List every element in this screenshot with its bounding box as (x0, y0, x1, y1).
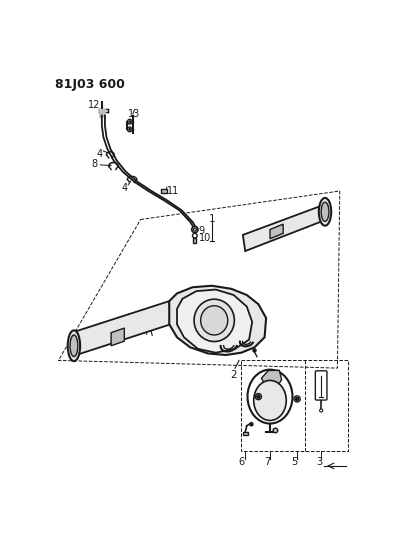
Text: 8: 8 (92, 159, 98, 169)
Ellipse shape (248, 370, 292, 424)
Polygon shape (270, 224, 283, 239)
Circle shape (193, 228, 196, 231)
Text: 2: 2 (230, 370, 237, 381)
Circle shape (294, 396, 300, 402)
Circle shape (250, 423, 253, 426)
Polygon shape (169, 286, 266, 355)
Polygon shape (261, 370, 282, 386)
Text: 13: 13 (128, 109, 141, 119)
Polygon shape (243, 204, 327, 251)
Circle shape (273, 428, 278, 433)
FancyBboxPatch shape (315, 371, 327, 400)
Text: 9: 9 (199, 227, 205, 237)
Text: 3: 3 (316, 457, 323, 467)
Bar (99, 112, 104, 116)
Circle shape (257, 395, 260, 398)
Text: 1: 1 (209, 214, 215, 224)
Ellipse shape (319, 198, 331, 225)
Text: 7: 7 (264, 457, 271, 467)
Text: 10: 10 (199, 232, 211, 243)
Polygon shape (74, 301, 171, 355)
Ellipse shape (68, 330, 80, 361)
Circle shape (127, 119, 132, 124)
Circle shape (129, 128, 130, 130)
Text: 12: 12 (88, 100, 100, 110)
Ellipse shape (194, 299, 234, 342)
Circle shape (193, 233, 197, 238)
Text: 6: 6 (238, 457, 244, 467)
Text: 5: 5 (292, 457, 298, 467)
Circle shape (253, 349, 256, 352)
Bar (99, 109, 105, 112)
Circle shape (192, 227, 198, 232)
Bar (243, 432, 248, 435)
Circle shape (255, 393, 261, 400)
Ellipse shape (321, 202, 329, 221)
Text: 11: 11 (167, 185, 179, 196)
Ellipse shape (70, 335, 78, 357)
Circle shape (320, 409, 323, 412)
Text: 81J03 600: 81J03 600 (55, 78, 125, 91)
Circle shape (129, 121, 130, 123)
Ellipse shape (254, 381, 286, 421)
Bar (193, 238, 196, 243)
Ellipse shape (201, 306, 228, 335)
Bar (241, 360, 347, 451)
Text: 4: 4 (121, 183, 127, 193)
Polygon shape (111, 328, 124, 346)
Text: 4: 4 (96, 149, 103, 159)
Polygon shape (177, 289, 252, 353)
Circle shape (127, 127, 132, 132)
Bar (161, 189, 167, 193)
Circle shape (296, 398, 299, 400)
